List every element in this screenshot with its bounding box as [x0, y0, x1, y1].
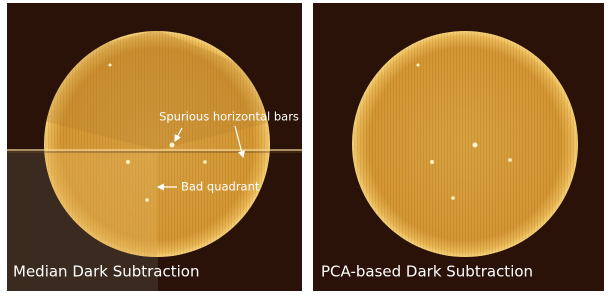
panel-label: PCA-based Dark Subtraction — [321, 263, 533, 281]
star — [109, 64, 112, 67]
star — [430, 160, 434, 164]
annotation: Bad quadrant — [181, 180, 260, 194]
star — [417, 64, 420, 67]
right-panel: PCA-based Dark Subtraction — [313, 3, 604, 291]
panel-label: Median Dark Subtraction — [13, 263, 199, 281]
star — [508, 158, 512, 162]
star — [170, 143, 175, 148]
figure: Spurious horizontal bars Bad quadrant Me… — [0, 0, 607, 297]
left-panel: Spurious horizontal bars Bad quadrant Me… — [7, 3, 302, 291]
star — [203, 160, 207, 164]
star — [126, 160, 130, 164]
star — [473, 143, 478, 148]
star — [451, 196, 455, 200]
annotation: Spurious horizontal bars — [159, 110, 299, 124]
star — [145, 198, 149, 202]
